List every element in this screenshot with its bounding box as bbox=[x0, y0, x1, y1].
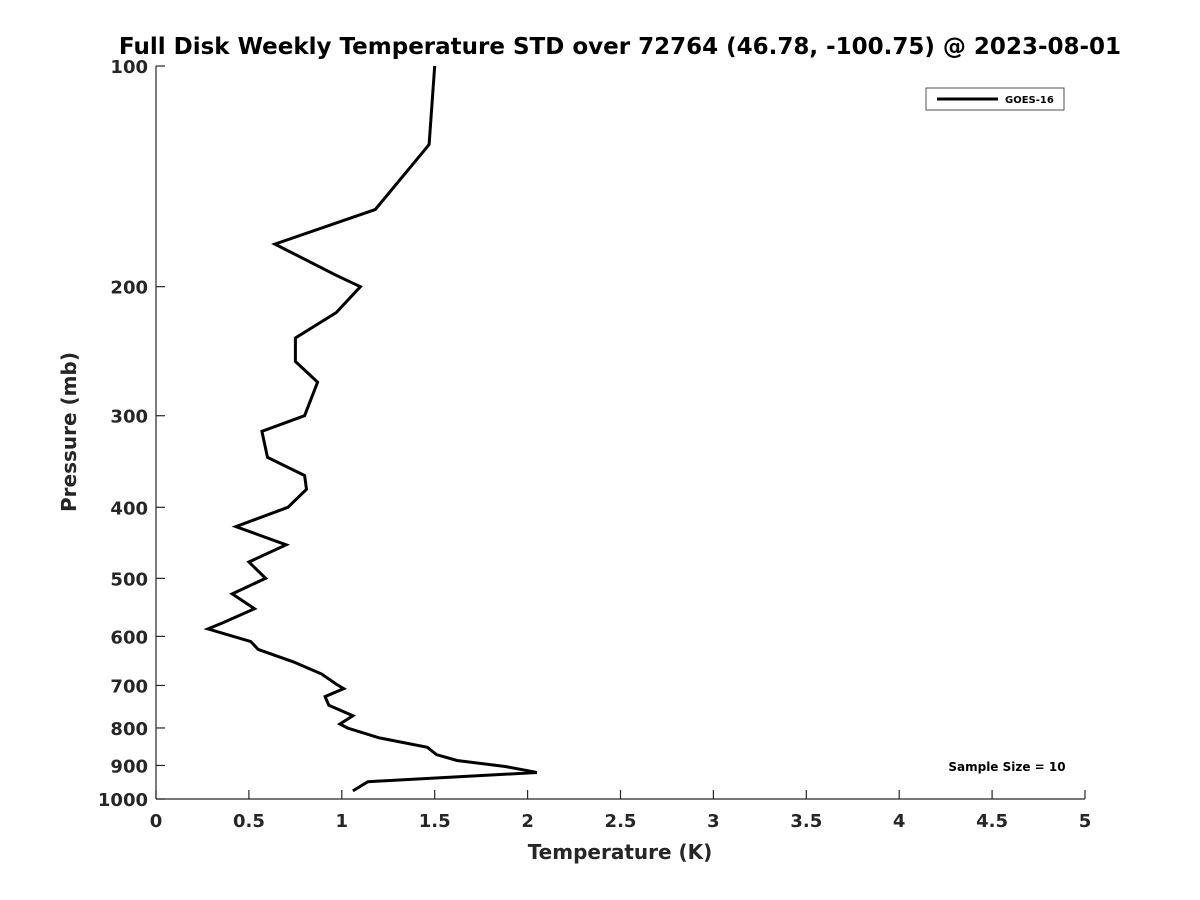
x-tick-label: 4.5 bbox=[976, 811, 1008, 832]
y-tick-label: 300 bbox=[110, 407, 148, 428]
series-line-0 bbox=[203, 65, 538, 793]
y-tick-label: 600 bbox=[110, 627, 148, 648]
axes bbox=[155, 66, 1085, 800]
y-tick-label: 700 bbox=[110, 676, 148, 697]
series-layer bbox=[203, 65, 538, 793]
y-tick-label: 400 bbox=[110, 498, 148, 519]
y-tick-label: 800 bbox=[110, 719, 148, 740]
y-tick-label: 900 bbox=[110, 756, 148, 777]
x-tick-label: 3.5 bbox=[790, 811, 822, 832]
x-tick-label: 1.5 bbox=[419, 811, 451, 832]
x-tick-label: 3 bbox=[707, 811, 720, 832]
y-axis-label: Pressure (mb) bbox=[57, 352, 81, 512]
x-tick-label: 4 bbox=[893, 811, 906, 832]
x-tick-label: 5 bbox=[1079, 811, 1092, 832]
chart-title: Full Disk Weekly Temperature STD over 72… bbox=[119, 34, 1121, 60]
y-ticks: 100 200 300 400 500 600 700 800 900 1000 bbox=[98, 57, 165, 811]
sample-size-annotation: Sample Size = 10 bbox=[948, 760, 1065, 774]
y-tick-label: 500 bbox=[110, 569, 148, 590]
x-tick-label: 0 bbox=[150, 811, 163, 832]
x-axis-label: Temperature (K) bbox=[528, 840, 713, 864]
x-tick-label: 2 bbox=[521, 811, 534, 832]
y-tick-label: 100 bbox=[110, 57, 148, 78]
y-tick-label: 200 bbox=[110, 278, 148, 299]
x-tick-label: 1 bbox=[336, 811, 349, 832]
x-tick-label: 2.5 bbox=[605, 811, 637, 832]
legend: GOES-16 bbox=[925, 87, 1065, 111]
y-tick-label: 1000 bbox=[98, 790, 148, 811]
legend-label: GOES-16 bbox=[1005, 95, 1054, 106]
x-tick-label: 0.5 bbox=[233, 811, 265, 832]
x-ticks: 0 0.5 1 1.5 2 2.5 3 3.5 4 4.5 5 bbox=[150, 790, 1092, 832]
